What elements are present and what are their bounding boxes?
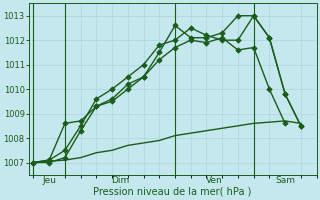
X-axis label: Pression niveau de la mer( hPa ): Pression niveau de la mer( hPa ) — [93, 187, 252, 197]
